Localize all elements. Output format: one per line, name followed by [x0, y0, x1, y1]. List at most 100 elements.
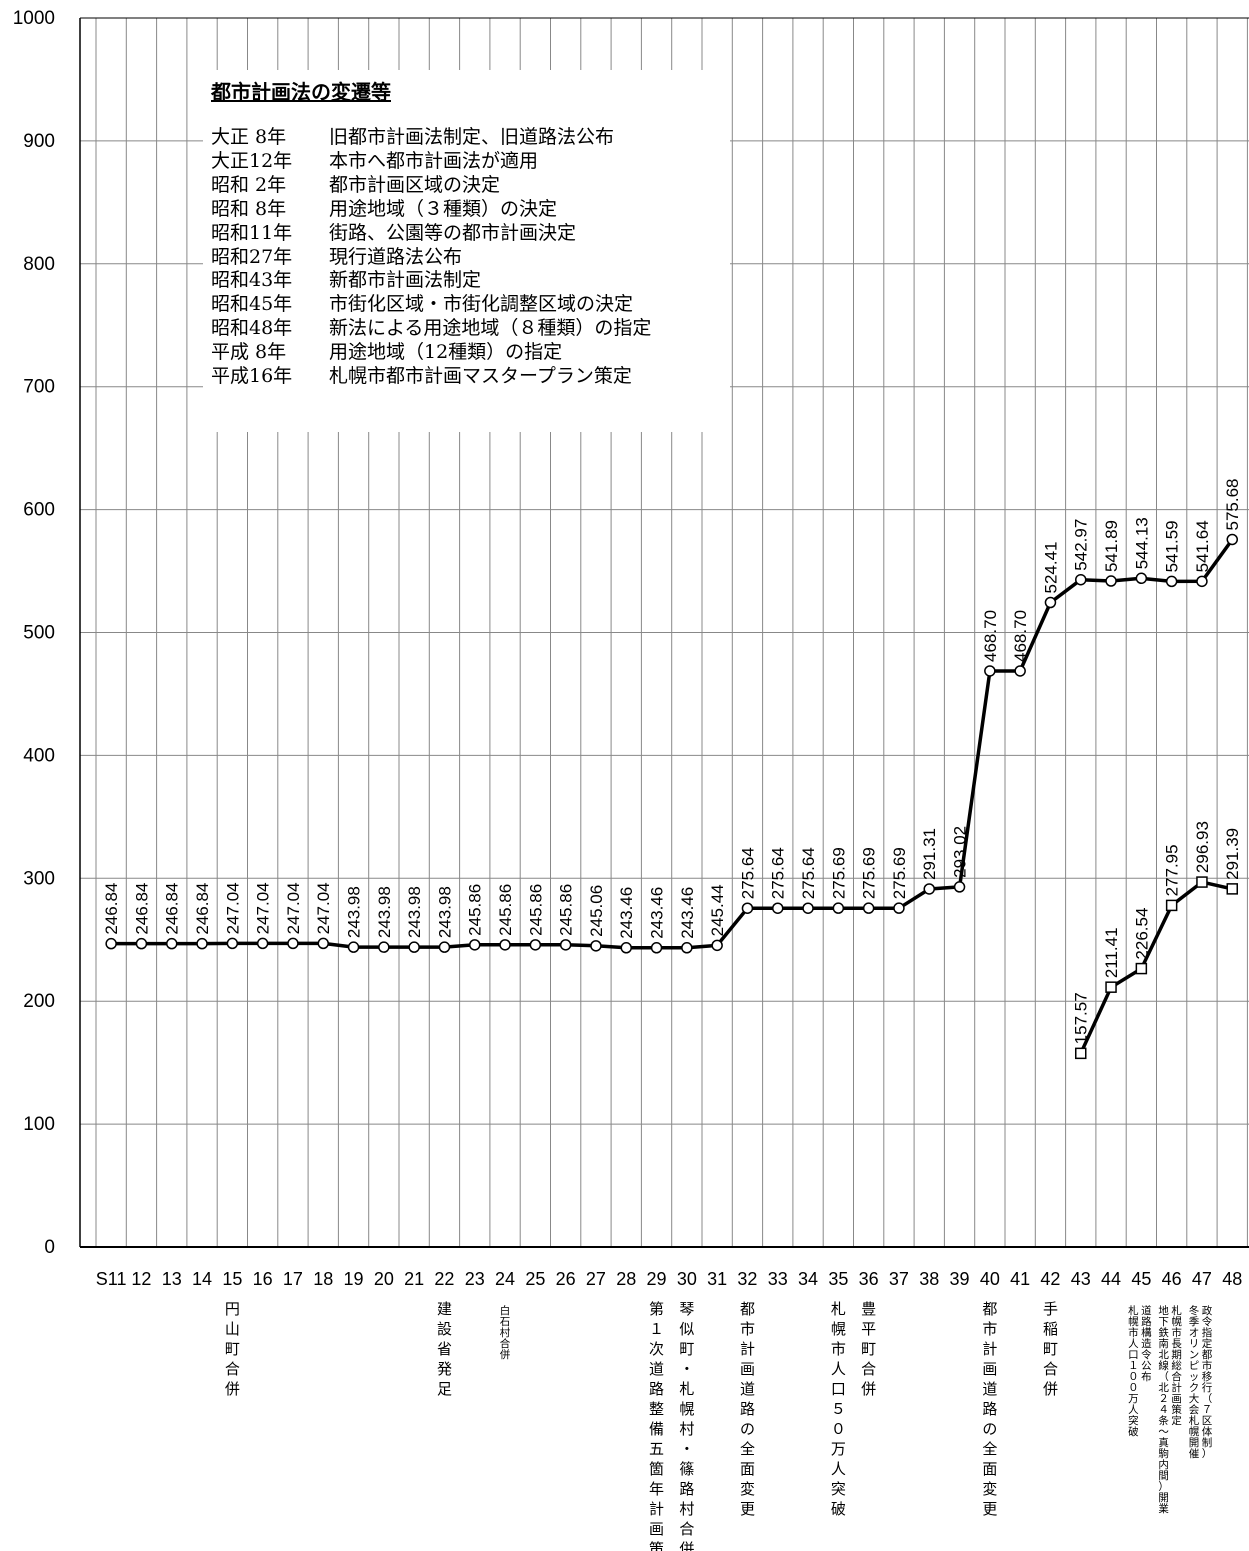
data-label: 247.04	[314, 882, 333, 934]
circle-marker	[378, 941, 390, 953]
circle-marker	[711, 939, 723, 952]
y-tick-label: 300	[23, 868, 55, 889]
data-label: 277.95	[1163, 844, 1182, 896]
circle-marker	[953, 881, 966, 893]
x-tick-label: 30	[677, 1269, 697, 1289]
circle-marker	[1105, 575, 1117, 587]
x-axis-ticks: S11 12 13 14 15 16 17 18 19 20 21 22 23 24 25 26 27 28 29 3…	[96, 1269, 1242, 1289]
data-label: 293.02	[951, 826, 970, 878]
data-label: 247.04	[254, 882, 273, 934]
data-label: 245.86	[526, 884, 545, 936]
x-tick-label: 23	[465, 1269, 485, 1289]
circle-marker	[196, 937, 208, 950]
y-tick-label: 800	[23, 254, 55, 275]
x-tick-label: 16	[253, 1269, 273, 1289]
event-annotation: 地下鉄南北線（北２４条～真駒内間）開業	[1158, 1304, 1169, 1515]
data-label: 275.69	[860, 847, 879, 899]
event-annotation: 建設省発足	[437, 1300, 452, 1398]
x-tick-label: 38	[919, 1269, 939, 1289]
y-tick-label: 900	[23, 131, 55, 152]
x-tick-label: 28	[616, 1269, 636, 1289]
legend-text: 市街化区域・市街化調整区域の決定	[329, 293, 634, 316]
legend-year: 平成16年	[211, 365, 293, 388]
legend-year: 大正 8年	[211, 126, 287, 148]
data-label: 468.70	[981, 610, 1000, 662]
circle-marker	[105, 937, 117, 950]
data-label: 541.59	[1163, 520, 1182, 572]
x-tick-label: 14	[192, 1269, 212, 1289]
event-annotation: 豊平町合併	[861, 1300, 876, 1398]
data-label: 246.84	[132, 883, 151, 935]
legend-year: 昭和27年	[211, 245, 293, 268]
data-label: 541.89	[1102, 520, 1121, 572]
data-label: 291.31	[920, 828, 939, 880]
event-annotation: 都市計画道路の全面変更	[982, 1300, 997, 1518]
legend-text: 都市計画区域の決定	[329, 173, 501, 196]
circle-marker	[832, 902, 845, 914]
data-label: 544.13	[1132, 517, 1151, 569]
x-tick-label: 20	[374, 1269, 394, 1289]
x-tick-label: 40	[980, 1269, 1000, 1289]
data-label: 524.41	[1041, 542, 1060, 594]
legend-item: 平成 8年 用途地域（12種類）の指定	[211, 341, 651, 365]
data-label: 243.98	[375, 886, 394, 938]
circle-marker	[1044, 596, 1057, 609]
data-label: 296.93	[1193, 821, 1212, 873]
square-marker	[1196, 876, 1208, 888]
square-marker	[1226, 883, 1238, 895]
square-marker	[1075, 1047, 1087, 1060]
y-tick-label: 500	[23, 623, 55, 644]
legend-year: 昭和 8年	[211, 197, 287, 220]
data-label: 245.86	[557, 884, 576, 936]
data-label: 468.70	[1011, 610, 1030, 662]
x-tick-label: 48	[1222, 1269, 1242, 1289]
axes	[79, 17, 1249, 1248]
data-label: 275.64	[769, 847, 788, 899]
square-marker	[1165, 899, 1178, 912]
x-tick-label: 32	[737, 1269, 757, 1289]
data-label: 541.64	[1193, 520, 1212, 572]
x-tick-label: 46	[1162, 1269, 1182, 1289]
event-annotations: 円山町合併 建設省発足 白石村合併 第１次道路整備五箇年計画策定琴似町・札幌村・篠路村…	[225, 1300, 1213, 1551]
x-tick-label: 47	[1192, 1269, 1212, 1289]
legend-text: 街路、公園等の都市計画決定	[329, 221, 577, 244]
legend-item: 昭和43年 新都市計画法制定	[211, 269, 651, 293]
x-tick-label: 12	[131, 1269, 151, 1289]
x-tick-label: 35	[828, 1269, 848, 1289]
legend-item: 昭和27年 現行道路法公布	[211, 246, 651, 270]
circle-marker	[620, 942, 632, 954]
circle-marker	[681, 942, 693, 954]
circle-marker	[499, 939, 511, 951]
circle-marker	[1014, 665, 1026, 677]
event-annotation: 道路構造令公布	[1141, 1304, 1152, 1383]
x-tick-label: 25	[525, 1269, 545, 1289]
circle-marker	[1165, 575, 1178, 588]
legend-year: 昭和48年	[211, 317, 293, 340]
event-annotation: 手稲町合併	[1043, 1300, 1058, 1398]
data-label: 243.46	[648, 887, 667, 939]
square-marker	[1105, 981, 1117, 993]
circle-marker	[469, 939, 481, 951]
data-label: 245.86	[466, 884, 485, 936]
legend-panel: 都市計画法の変遷等 大正 8年 旧都市計画法制定、旧道路法公布 大正12年 本市へ都…	[203, 70, 730, 432]
data-label: 275.64	[799, 847, 818, 899]
circle-marker	[650, 942, 663, 954]
circle-marker	[772, 902, 784, 914]
x-tick-label: 45	[1131, 1269, 1151, 1289]
legend-year: 平成 8年	[211, 341, 287, 364]
data-label: 245.44	[708, 884, 727, 936]
data-label: 211.41	[1102, 927, 1121, 978]
x-tick-label: S11	[96, 1269, 127, 1289]
y-tick-label: 400	[23, 745, 55, 766]
legend-item: 大正12年 本市へ都市計画法が適用	[211, 150, 651, 174]
x-tick-label: 21	[404, 1269, 424, 1289]
x-tick-label: 34	[798, 1269, 818, 1289]
data-label: 247.04	[223, 882, 242, 934]
data-label: 243.98	[345, 886, 364, 938]
event-annotation: 札幌市人口５０万人突破	[831, 1300, 846, 1518]
circle-marker	[590, 940, 602, 952]
x-tick-label: 37	[889, 1269, 909, 1289]
legend-item: 大正 8年 旧都市計画法制定、旧道路法公布	[211, 126, 651, 150]
circle-marker	[1075, 573, 1087, 586]
data-label: 542.97	[1072, 519, 1091, 571]
